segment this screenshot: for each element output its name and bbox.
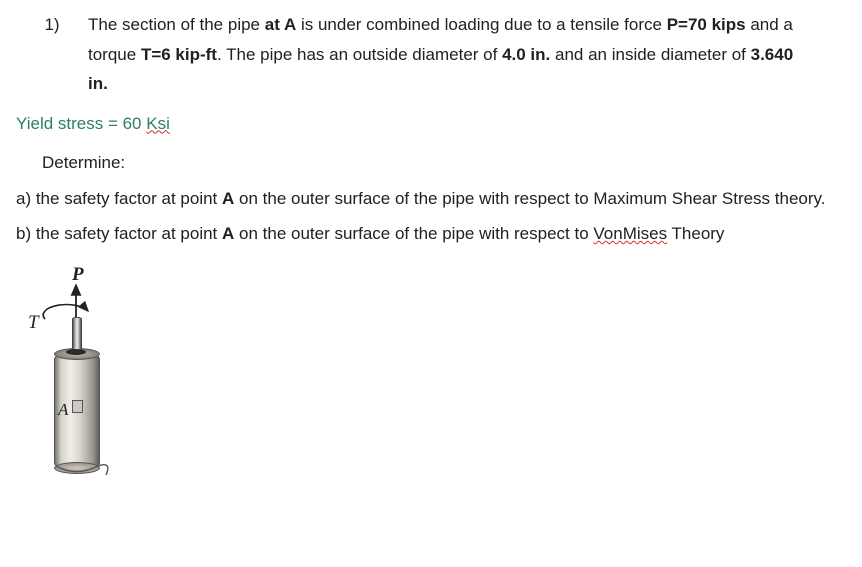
- part-a-pre: a) the safety factor at point: [16, 189, 222, 208]
- q2-text: torque: [88, 45, 141, 64]
- question-line1: 1) The section of the pipe at A is under…: [16, 12, 846, 38]
- q2-bold-id: 3.640: [751, 45, 794, 64]
- label-T: T: [28, 309, 39, 338]
- q2-bold-T: T=6 kip-ft: [141, 45, 217, 64]
- part-a-post: on the outer surface of the pipe with re…: [234, 189, 825, 208]
- part-b-post: Theory: [667, 224, 724, 243]
- part-b-pre: b) the safety factor at point: [16, 224, 222, 243]
- pipe-hole: [66, 349, 86, 355]
- q3-bold-in: in.: [88, 74, 108, 93]
- part-a: a) the safety factor at point A on the o…: [16, 186, 846, 212]
- part-b: b) the safety factor at point A on the o…: [16, 221, 846, 247]
- question-body-line2: torque T=6 kip-ft. The pipe has an outsi…: [88, 42, 846, 68]
- label-A: A: [58, 397, 68, 423]
- part-b-wavy: VonMises: [593, 224, 667, 243]
- part-a-bold: A: [222, 189, 234, 208]
- q2-text2: . The pipe has an outside diameter of: [217, 45, 502, 64]
- pipe-figure: P T A: [28, 261, 128, 491]
- yield-unit: Ksi: [146, 114, 170, 133]
- question-number-blank2: [16, 71, 88, 97]
- q1-bold-atA: at A: [265, 15, 297, 34]
- question-line3: in.: [16, 71, 846, 97]
- question-line2: torque T=6 kip-ft. The pipe has an outsi…: [16, 42, 846, 68]
- question-body-line1: The section of the pipe at A is under co…: [88, 12, 846, 38]
- question-number-blank: [16, 42, 88, 68]
- q1-text2: is under combined loading due to a tensi…: [296, 15, 666, 34]
- label-P: P: [72, 261, 84, 290]
- arrow-T: [43, 304, 88, 318]
- q2-text3: and an inside diameter of: [550, 45, 750, 64]
- q2-bold-od: 4.0 in.: [502, 45, 550, 64]
- part-b-mid: on the outer surface of the pipe with re…: [234, 224, 593, 243]
- q1-text: The section of the pipe: [88, 15, 265, 34]
- q1-bold-P: P=70 kips: [667, 15, 746, 34]
- part-b-bold: A: [222, 224, 234, 243]
- q1-text3: and a: [746, 15, 793, 34]
- element-A-icon: [72, 400, 83, 413]
- determine-label: Determine:: [42, 150, 846, 176]
- question-body-line3: in.: [88, 71, 846, 97]
- yield-stress-line: Yield stress = 60 Ksi: [16, 111, 846, 137]
- question-number: 1): [16, 12, 88, 38]
- yield-pre: Yield stress = 60: [16, 114, 146, 133]
